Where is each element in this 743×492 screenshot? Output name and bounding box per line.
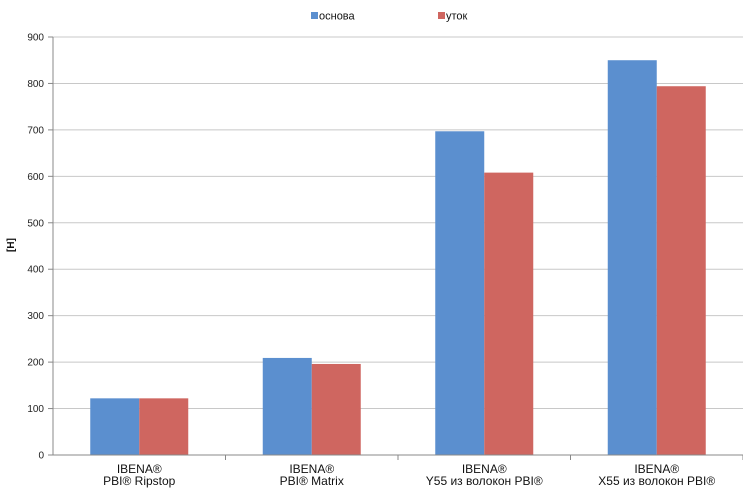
y-tick-label: 600 — [27, 172, 44, 183]
y-tick-label: 100 — [27, 404, 44, 415]
bars — [90, 60, 706, 455]
bar-основа-3 — [608, 60, 657, 455]
bar-уток-3 — [657, 86, 706, 455]
x-category-label: X55 из волокон PBI® — [598, 474, 715, 488]
y-tick-label: 400 — [27, 265, 44, 276]
y-tick-labels: 0 100 200 300 400 500 600 700 800 900 — [27, 33, 53, 462]
legend: основа уток — [311, 11, 468, 23]
legend-label-основа: основа — [319, 11, 356, 23]
x-category-label: PBI® Matrix — [280, 474, 344, 488]
legend-swatch-основа — [311, 12, 318, 19]
y-tick-label: 200 — [27, 358, 44, 369]
bar-основа-2 — [435, 131, 484, 455]
bar-уток-2 — [484, 173, 533, 455]
x-category-label: Y55 из волокон PBI® — [426, 474, 543, 488]
bar-основа-1 — [263, 358, 312, 455]
y-tick-label: 500 — [27, 218, 44, 229]
y-tick-label: 300 — [27, 311, 44, 322]
y-tick-label: 700 — [27, 125, 44, 136]
y-axis-title: [H] — [6, 238, 17, 252]
bar-уток-1 — [312, 364, 361, 455]
legend-label-уток: уток — [446, 11, 468, 23]
bar-уток-0 — [139, 398, 188, 455]
y-tick-label: 800 — [27, 79, 44, 90]
y-tick-label: 0 — [38, 451, 44, 462]
legend-swatch-уток — [438, 12, 445, 19]
y-tick-label: 900 — [27, 33, 44, 44]
x-category-label: PBI® Ripstop — [103, 474, 176, 488]
bar-основа-0 — [90, 398, 139, 455]
